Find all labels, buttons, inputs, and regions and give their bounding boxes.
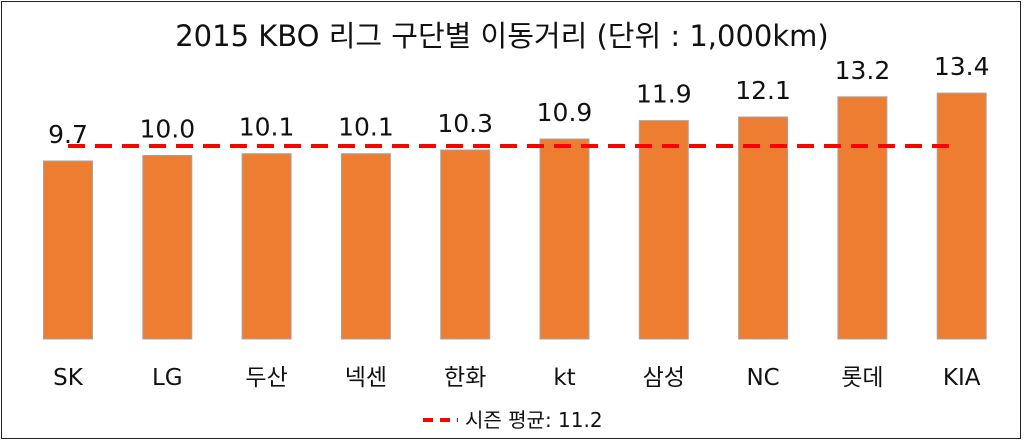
bar-SK	[43, 160, 93, 340]
bar-NC	[738, 116, 789, 340]
value-label-삼성: 11.9	[636, 80, 692, 109]
value-label-한화: 10.3	[437, 109, 493, 138]
category-label-롯데: 롯데	[841, 365, 883, 391]
bars-group	[43, 92, 987, 340]
chart-title: 2015 KBO 리그 구단별 이동거리 (단위 : 1,000km)	[175, 19, 829, 53]
bar-롯데	[837, 96, 888, 340]
value-label-두산: 10.1	[239, 113, 295, 142]
category-label-SK: SK	[53, 365, 84, 391]
value-label-NC: 12.1	[735, 76, 791, 105]
bar-두산	[241, 153, 292, 340]
bar-삼성	[638, 120, 689, 340]
category-labels-group: SK LG 두산 넥센 한화 kt 삼성 NC 롯데 KIA	[53, 365, 981, 391]
legend: 시즌 평균: 11.2	[423, 408, 603, 432]
value-label-KIA: 13.4	[934, 52, 990, 81]
category-label-kt: kt	[553, 365, 575, 391]
bar-kt	[539, 138, 590, 340]
legend-average-label: 시즌 평균: 11.2	[465, 408, 603, 432]
value-labels-group: 9.7 10.0 10.1 10.1 10.3 10.9 11.9 12.1 13.2 13.4	[48, 52, 989, 149]
category-label-한화: 한화	[444, 365, 486, 391]
category-label-NC: NC	[746, 365, 779, 391]
bar-KIA	[936, 92, 987, 340]
value-label-롯데: 13.2	[835, 56, 891, 85]
bar-LG	[142, 155, 193, 340]
value-label-넥센: 10.1	[338, 113, 394, 142]
category-label-LG: LG	[152, 365, 183, 391]
value-label-kt: 10.9	[537, 98, 593, 127]
value-label-SK: 9.7	[48, 120, 88, 149]
category-label-넥센: 넥센	[345, 365, 387, 391]
bar-한화	[440, 149, 491, 340]
category-label-삼성: 삼성	[643, 365, 685, 391]
value-label-LG: 10.0	[139, 115, 195, 144]
category-label-KIA: KIA	[943, 365, 981, 391]
category-label-두산: 두산	[245, 365, 287, 391]
bar-넥센	[340, 153, 391, 340]
